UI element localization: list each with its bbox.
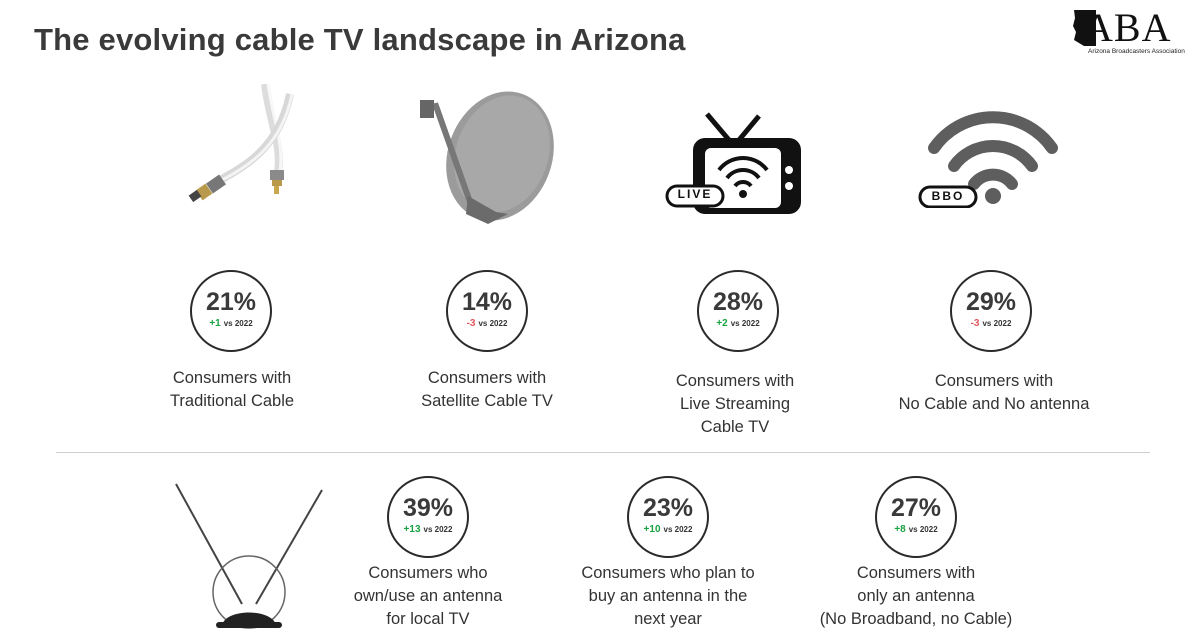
rabbit-ears-antenna-icon <box>175 483 323 629</box>
stat-value: 23% <box>642 494 694 522</box>
stat-label-live-streaming: Consumers with Live Streaming Cable TV <box>675 372 795 436</box>
stat-label-only-antenna: Consumers with only an antenna (No Broad… <box>819 564 1013 628</box>
stat-plan-to-buy-antenna: 23% +10 vs 2022 <box>627 476 709 558</box>
stat-value: 28% <box>712 288 764 316</box>
stat-satellite-cable: 14% -3 vs 2022 <box>446 270 528 352</box>
stat-delta: +13 <box>403 524 421 535</box>
aba-logo: ABA Arizona Broadcasters Association <box>1070 5 1194 62</box>
stat-only-antenna: 27% +8 vs 2022 <box>875 476 957 558</box>
stat-own-antenna: 39% +13 vs 2022 <box>387 476 469 558</box>
stat-traditional-cable: 21% +1 vs 2022 <box>190 270 272 352</box>
stat-delta: +10 <box>643 524 661 535</box>
stat-delta: +1 <box>209 318 221 329</box>
coax-cable-icon <box>188 84 294 203</box>
stat-vs: vs 2022 <box>423 525 453 534</box>
stat-vs: vs 2022 <box>982 319 1012 328</box>
stat-vs: vs 2022 <box>478 319 508 328</box>
stat-delta: +2 <box>716 318 728 329</box>
live-badge: LIVE <box>677 187 713 201</box>
stat-label-no-cable-no-antenna: Consumers with No Cable and No antenna <box>898 372 1090 413</box>
stat-label-satellite-cable: Consumers with Satellite Cable TV <box>421 369 553 410</box>
live-tv-icon <box>665 112 801 214</box>
stat-vs: vs 2022 <box>908 525 938 534</box>
stat-value: 21% <box>205 288 257 316</box>
stat-delta: +8 <box>894 524 906 535</box>
stat-label-traditional-cable: Consumers with Traditional Cable <box>169 369 295 410</box>
wifi-icon <box>918 111 1058 208</box>
logo-text: ABA <box>1084 5 1172 50</box>
stat-live-streaming: 28% +2 vs 2022 <box>697 270 779 352</box>
stat-value: 14% <box>461 288 513 316</box>
stat-value: 27% <box>890 494 942 522</box>
page-title: The evolving cable TV landscape in Arizo… <box>34 22 686 57</box>
stat-no-cable-no-antenna: 29% -3 vs 2022 <box>950 270 1032 352</box>
section-divider <box>56 452 1150 453</box>
arizona-map-icon <box>1073 10 1096 46</box>
stat-label-own-antenna: Consumers who own/use an antenna for loc… <box>353 564 503 628</box>
satellite-dish-icon <box>420 91 554 224</box>
stat-delta: -3 <box>466 318 476 329</box>
stat-vs: vs 2022 <box>730 319 760 328</box>
stat-delta: -3 <box>970 318 980 329</box>
stat-label-plan-to-buy-antenna: Consumers who plan to buy an antenna in … <box>581 564 755 628</box>
stat-vs: vs 2022 <box>223 319 253 328</box>
stat-vs: vs 2022 <box>663 525 693 534</box>
bbo-badge: BBO <box>931 189 965 203</box>
stat-value: 29% <box>965 288 1017 316</box>
logo-subtitle: Arizona Broadcasters Association <box>1088 48 1185 55</box>
stat-value: 39% <box>402 494 454 522</box>
